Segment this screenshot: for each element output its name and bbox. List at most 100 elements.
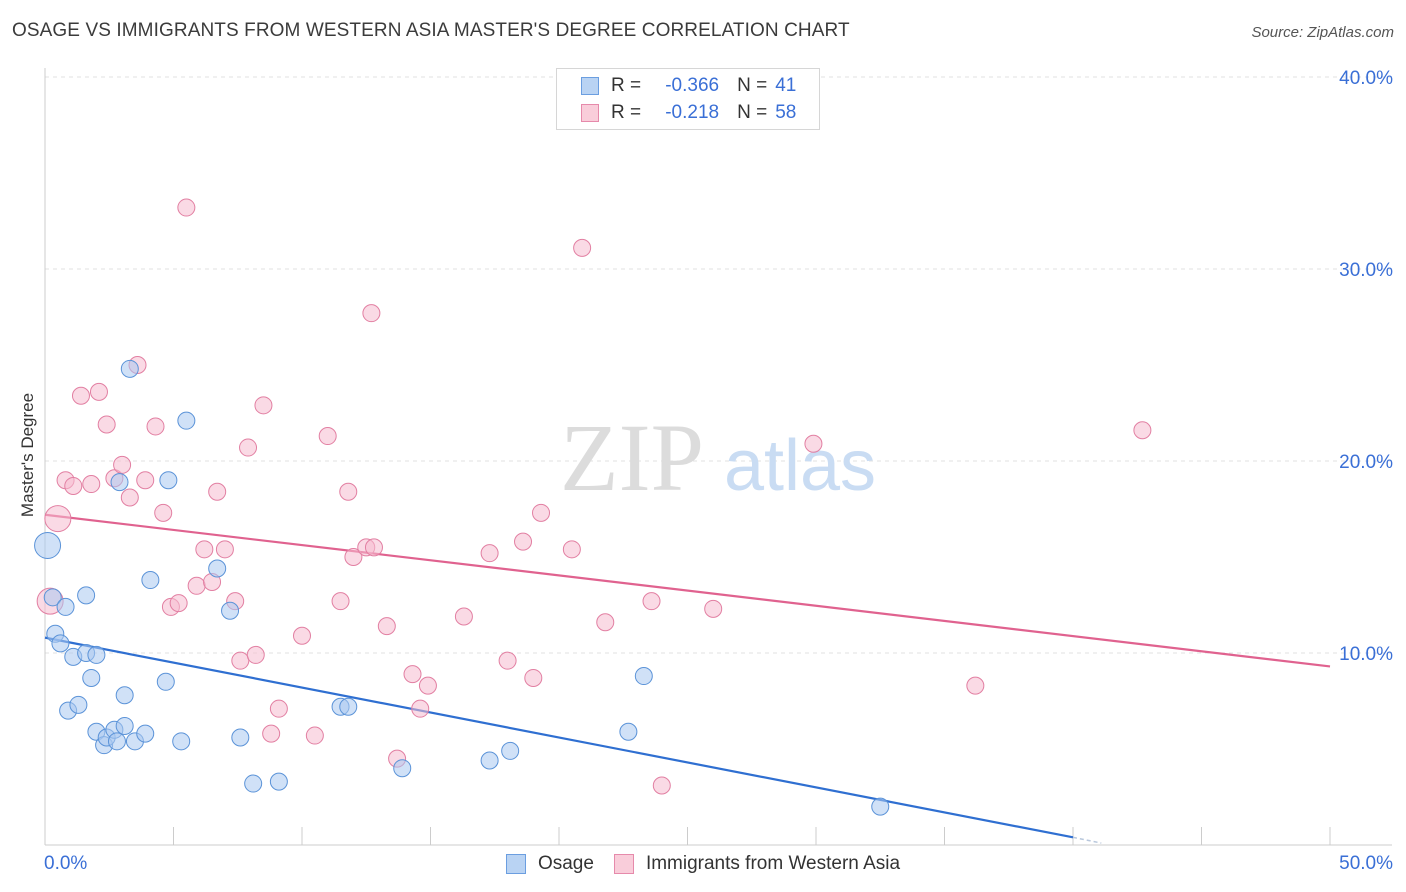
point-western-asia bbox=[573, 238, 592, 257]
point-osage bbox=[107, 732, 126, 751]
watermark-atlas: atlas bbox=[724, 426, 876, 506]
grid-lines bbox=[45, 76, 1392, 654]
point-osage bbox=[871, 797, 890, 816]
x-tick-label-min: 0.0% bbox=[44, 853, 87, 874]
point-osage bbox=[501, 741, 520, 760]
point-western-asia bbox=[120, 488, 139, 507]
n-value: 58 bbox=[775, 102, 797, 123]
watermark-zip: ZIP bbox=[560, 404, 704, 511]
point-osage bbox=[208, 559, 227, 578]
point-osage bbox=[172, 732, 191, 751]
point-osage bbox=[34, 531, 62, 559]
point-western-asia bbox=[64, 476, 83, 495]
point-western-asia bbox=[187, 576, 206, 595]
point-western-asia bbox=[231, 651, 250, 670]
point-western-asia bbox=[305, 726, 324, 745]
x-tick-label-max: 50.0% bbox=[1339, 853, 1393, 874]
watermark: ZIP atlas bbox=[560, 404, 876, 511]
point-western-asia bbox=[524, 668, 543, 687]
chart-title: OSAGE VS IMMIGRANTS FROM WESTERN ASIA MA… bbox=[12, 20, 850, 41]
point-western-asia bbox=[82, 475, 101, 494]
legend-item-osage[interactable]: Osage bbox=[505, 853, 594, 875]
point-western-asia bbox=[642, 592, 661, 611]
r-label: R = bbox=[611, 102, 642, 123]
point-osage bbox=[136, 724, 155, 743]
point-western-asia bbox=[89, 382, 108, 401]
tick-labels: 10.0% 20.0% 30.0% 40.0% 0.0% 50.0% bbox=[44, 68, 1393, 874]
n-label: N = bbox=[737, 75, 768, 96]
point-osage bbox=[159, 471, 178, 490]
stats-box: R = -0.366 N = 41 R = -0.218 N = 58 bbox=[556, 68, 820, 130]
point-osage bbox=[244, 774, 263, 793]
point-western-asia bbox=[652, 776, 671, 795]
point-western-asia bbox=[344, 548, 363, 566]
point-western-asia bbox=[454, 607, 473, 626]
y-tick-label: 40.0% bbox=[1339, 68, 1393, 89]
point-western-asia bbox=[562, 540, 581, 559]
trend-lines bbox=[44, 513, 1331, 844]
point-western-asia bbox=[208, 482, 227, 501]
legend: Osage Immigrants from Western Asia bbox=[0, 850, 1406, 878]
point-osage bbox=[156, 672, 175, 691]
point-western-asia bbox=[177, 198, 196, 217]
point-osage bbox=[51, 634, 70, 653]
r-value: -0.218 bbox=[665, 102, 720, 123]
point-osage bbox=[77, 586, 96, 605]
trend-line-osage bbox=[44, 636, 1074, 839]
point-western-asia bbox=[362, 304, 381, 323]
point-western-asia bbox=[239, 438, 258, 457]
point-western-asia bbox=[71, 386, 90, 405]
point-western-asia bbox=[154, 503, 173, 522]
point-western-asia bbox=[44, 505, 72, 533]
point-western-asia bbox=[113, 455, 132, 474]
point-osage bbox=[221, 601, 240, 620]
point-western-asia bbox=[377, 617, 396, 636]
point-western-asia bbox=[704, 599, 723, 618]
r-label: R = bbox=[611, 75, 642, 96]
legend-swatch-osage bbox=[505, 854, 526, 874]
point-western-asia bbox=[364, 538, 383, 557]
point-western-asia bbox=[514, 532, 533, 551]
point-western-asia bbox=[418, 676, 437, 695]
legend-item-western-asia[interactable]: Immigrants from Western Asia bbox=[613, 853, 900, 875]
point-osage bbox=[269, 772, 288, 791]
point-western-asia bbox=[215, 540, 234, 559]
point-osage bbox=[393, 759, 412, 778]
point-western-asia bbox=[480, 544, 499, 563]
point-osage bbox=[56, 597, 75, 616]
point-osage bbox=[115, 716, 134, 735]
point-osage bbox=[110, 473, 129, 492]
point-western-asia bbox=[254, 396, 273, 415]
trend-extension-osage bbox=[1072, 836, 1102, 844]
point-western-asia bbox=[262, 724, 281, 743]
point-western-asia bbox=[246, 645, 265, 664]
trend-line-western-asia bbox=[44, 513, 1331, 668]
y-tick-label: 10.0% bbox=[1339, 644, 1393, 665]
point-osage bbox=[43, 588, 62, 607]
point-western-asia bbox=[169, 594, 188, 613]
legend-label-osage: Osage bbox=[537, 853, 594, 874]
point-osage bbox=[141, 571, 160, 590]
western-asia-swatch bbox=[581, 104, 599, 122]
point-western-asia bbox=[403, 665, 422, 684]
point-osage bbox=[619, 722, 638, 741]
legend-swatch-western-asia bbox=[613, 854, 634, 874]
point-osage bbox=[115, 686, 134, 705]
point-western-asia bbox=[146, 417, 165, 436]
point-western-asia bbox=[269, 699, 288, 718]
osage-swatch bbox=[581, 77, 599, 95]
stats-row-western-asia: R = -0.218 N = 58 bbox=[581, 101, 796, 125]
y-tick-label: 20.0% bbox=[1339, 452, 1393, 473]
point-osage bbox=[120, 359, 139, 378]
point-western-asia bbox=[1133, 421, 1152, 440]
point-osage bbox=[177, 411, 196, 430]
point-osage bbox=[69, 695, 88, 714]
point-western-asia bbox=[966, 676, 985, 695]
point-western-asia bbox=[318, 427, 337, 446]
point-western-asia bbox=[532, 503, 551, 522]
n-value: 41 bbox=[775, 75, 797, 96]
n-label: N = bbox=[737, 102, 768, 123]
point-western-asia bbox=[498, 651, 517, 670]
axes bbox=[44, 68, 1392, 846]
point-western-asia bbox=[195, 540, 214, 559]
